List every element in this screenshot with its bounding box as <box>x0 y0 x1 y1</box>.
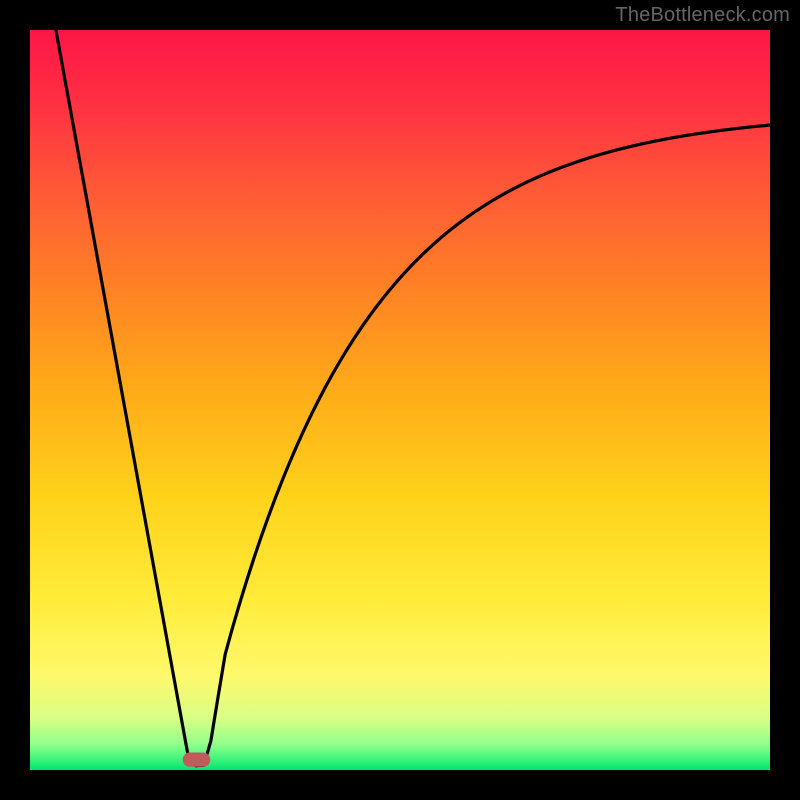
bottleneck-chart <box>0 0 800 800</box>
optimum-marker <box>183 753 210 766</box>
